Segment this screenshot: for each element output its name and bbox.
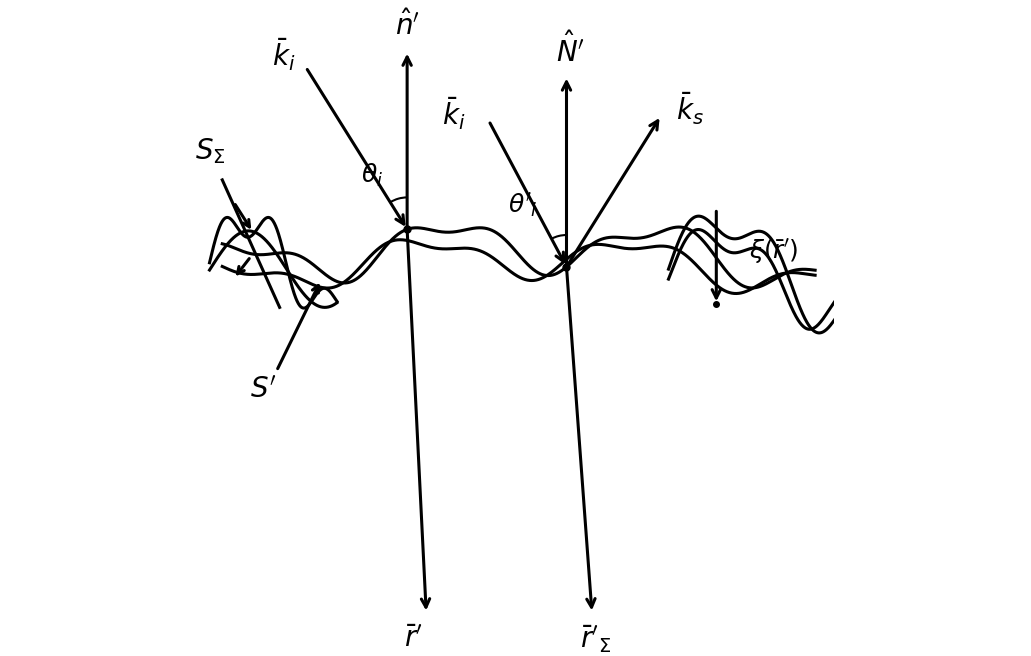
- Text: $\bar{k}_{i}$: $\bar{k}_{i}$: [442, 96, 465, 133]
- Text: $S'$: $S'$: [251, 377, 277, 403]
- Text: $\bar{r}'$: $\bar{r}'$: [404, 625, 423, 652]
- Text: $\bar{k}_{i}$: $\bar{k}_{i}$: [271, 36, 295, 73]
- Text: $\xi(\bar{r}')$: $\xi(\bar{r}')$: [749, 237, 798, 266]
- Text: $S_{\Sigma}$: $S_{\Sigma}$: [196, 136, 226, 166]
- Text: $\hat{n}'$: $\hat{n}'$: [395, 10, 420, 41]
- Text: $\bar{k}_{s}$: $\bar{k}_{s}$: [675, 91, 704, 127]
- Text: $\theta'_{i}$: $\theta'_{i}$: [508, 192, 538, 220]
- Text: $\bar{r}'_{\Sigma}$: $\bar{r}'_{\Sigma}$: [579, 623, 610, 655]
- Text: $\theta_{i}$: $\theta_{i}$: [361, 161, 384, 189]
- Text: $\hat{N}'$: $\hat{N}'$: [556, 32, 584, 68]
